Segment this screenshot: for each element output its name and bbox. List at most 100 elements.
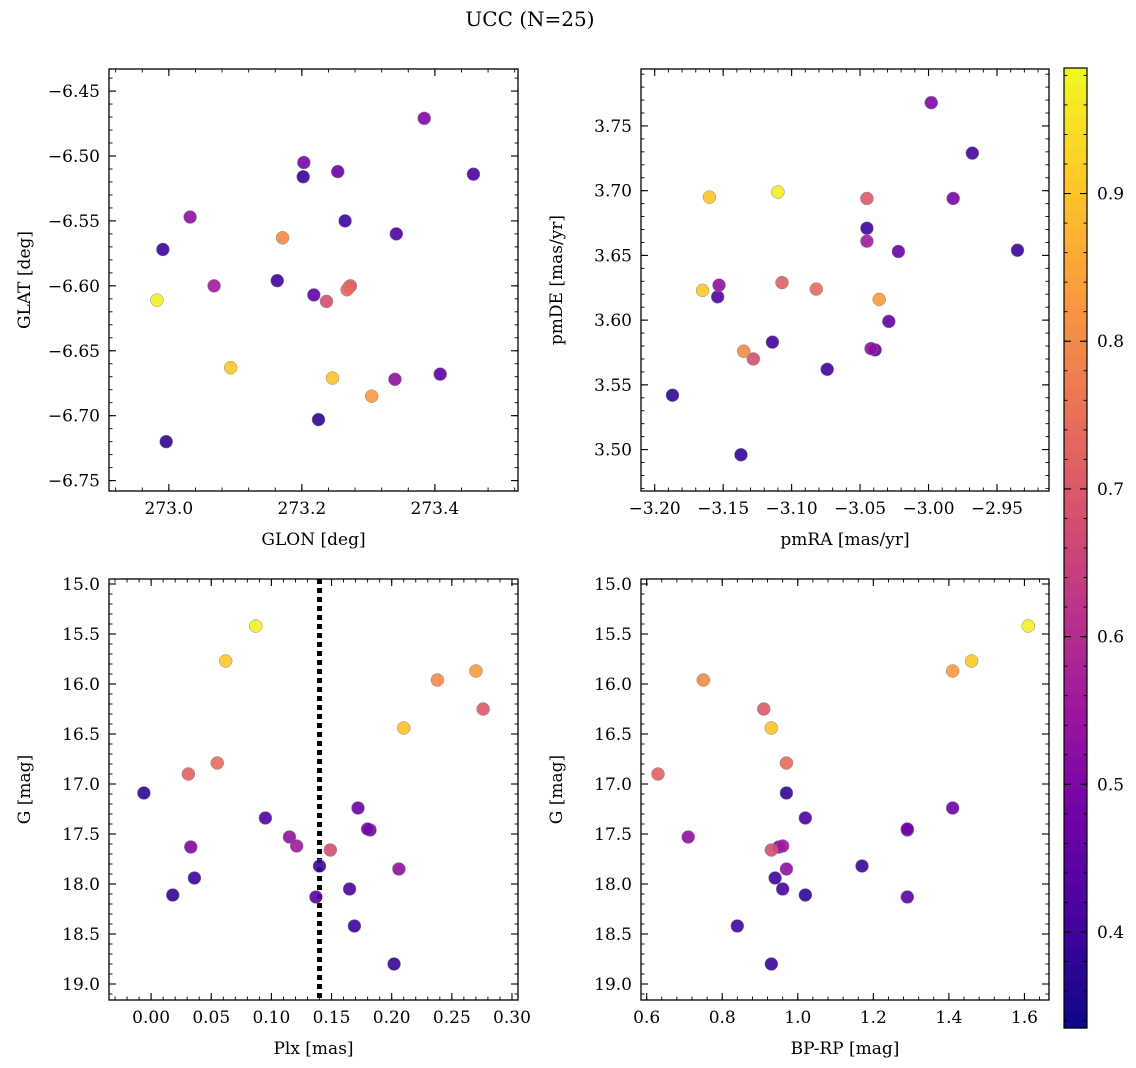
- data-point: [184, 840, 198, 854]
- data-point: [882, 314, 896, 329]
- y-axis-label: GLAT [deg]: [15, 231, 35, 329]
- colorbar-segment: [1064, 356, 1087, 373]
- colorbar-tick-label: 0.8: [1097, 332, 1124, 352]
- x-tick-label: 1.4: [935, 1008, 962, 1028]
- data-point: [695, 283, 710, 298]
- x-axis-label: Plx [mas]: [273, 1039, 353, 1059]
- data-point: [702, 190, 717, 204]
- x-tick-label: 0.30: [493, 1008, 531, 1028]
- colorbar-segment: [1064, 852, 1087, 869]
- x-tick-label: −3.20: [629, 499, 681, 519]
- data-point: [342, 882, 357, 896]
- colorbar-segment: [1064, 388, 1087, 405]
- data-point: [270, 273, 285, 288]
- colorbar-segment: [1064, 132, 1087, 149]
- colorbar-segment: [1064, 756, 1087, 773]
- colorbar-segment: [1064, 260, 1087, 277]
- data-point: [665, 388, 680, 402]
- y-tick-label: 3.55: [594, 376, 632, 396]
- data-point: [137, 786, 151, 800]
- data-point: [946, 191, 960, 206]
- data-point: [331, 164, 345, 179]
- axes-frame: [108, 578, 519, 1001]
- data-point: [681, 830, 695, 844]
- data-point: [746, 352, 761, 366]
- data-point: [307, 288, 321, 302]
- data-point: [476, 702, 490, 716]
- colorbar-segment: [1064, 916, 1087, 933]
- colorbar-segment: [1064, 644, 1087, 661]
- data-point: [855, 859, 869, 873]
- axes-frame: [640, 578, 1050, 1001]
- data-point: [312, 859, 327, 873]
- colorbar-segment: [1064, 516, 1087, 533]
- y-tick-label: 18.5: [594, 925, 632, 945]
- colorbar-segment: [1064, 468, 1087, 485]
- data-point: [469, 664, 483, 678]
- data-point: [311, 412, 326, 427]
- data-point: [319, 294, 334, 309]
- data-point: [181, 767, 196, 781]
- x-tick-label: 1.6: [1011, 1008, 1038, 1028]
- data-point: [900, 822, 915, 836]
- colorbar-segment: [1064, 660, 1087, 677]
- data-point: [965, 146, 980, 160]
- colorbar: 0.4 0.5 0.6 0.7 0.8 0.9: [1063, 67, 1124, 1029]
- colorbar-segment: [1064, 884, 1087, 901]
- data-point: [150, 293, 164, 307]
- x-tick-label: 0.8: [709, 1008, 736, 1028]
- data-point: [340, 282, 354, 297]
- data-point: [771, 185, 785, 199]
- colorbar-tick-label: 0.4: [1097, 923, 1124, 943]
- y-tick-label: 17.5: [62, 825, 100, 845]
- data-point: [860, 234, 874, 248]
- data-point: [187, 871, 202, 885]
- x-axis-label: pmRA [mas/yr]: [780, 530, 909, 550]
- data-point: [764, 957, 779, 971]
- colorbar-segment: [1064, 212, 1087, 229]
- data-point: [900, 890, 915, 904]
- y-tick-label: −6.65: [48, 342, 100, 362]
- data-point: [166, 888, 180, 902]
- x-tick-label: 273.0: [145, 499, 194, 519]
- y-tick-label: 17.0: [62, 775, 100, 795]
- x-tick-label: 1.2: [860, 1008, 887, 1028]
- data-point: [924, 95, 939, 110]
- data-point: [764, 843, 779, 857]
- data-point: [159, 434, 173, 449]
- data-point: [325, 371, 340, 385]
- data-point: [872, 292, 886, 307]
- data-point: [775, 839, 790, 853]
- data-point: [210, 756, 225, 770]
- data-point: [964, 654, 979, 668]
- data-point: [323, 843, 338, 857]
- colorbar-segment: [1064, 532, 1087, 549]
- x-tick-label: 0.15: [313, 1008, 351, 1028]
- data-point: [289, 839, 304, 853]
- data-point: [1021, 619, 1035, 633]
- data-point: [223, 360, 238, 375]
- x-tick-label: 273.4: [411, 499, 460, 519]
- data-point: [249, 619, 263, 633]
- x-tick-label: 1.0: [784, 1008, 811, 1028]
- data-point: [296, 170, 310, 184]
- x-axis-label: BP-RP [mag]: [791, 1039, 900, 1059]
- colorbar-segment: [1064, 788, 1087, 805]
- x-tick-label: −3.00: [902, 499, 954, 519]
- data-point: [433, 367, 447, 381]
- colorbar-segment: [1064, 324, 1087, 341]
- axes-frame: [108, 68, 519, 492]
- data-point: [945, 801, 960, 815]
- points: [651, 619, 1035, 971]
- x-tick-label: 0.05: [192, 1008, 230, 1028]
- y-tick-label: 15.0: [594, 575, 632, 595]
- colorbar-segment: [1064, 804, 1087, 821]
- data-point: [734, 448, 748, 462]
- data-point: [396, 721, 411, 735]
- colorbar-segment: [1064, 692, 1087, 709]
- panel-plx-g: 0.00 0.05 0.10 0.15 0.20 0.25 0.30 15.0 15.5 16.0…: [15, 575, 531, 1059]
- data-point: [392, 862, 406, 876]
- data-point: [430, 673, 445, 687]
- data-point: [338, 214, 352, 228]
- y-tick-label: 17.5: [594, 825, 632, 845]
